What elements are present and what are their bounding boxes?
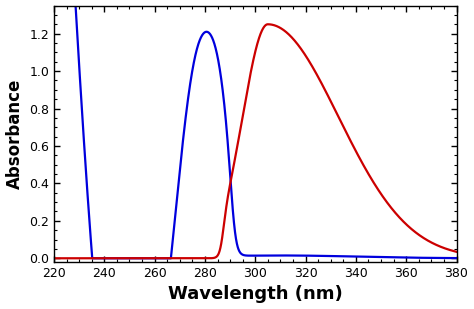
X-axis label: Wavelength (nm): Wavelength (nm) <box>168 286 343 303</box>
Y-axis label: Absorbance: Absorbance <box>6 78 24 189</box>
